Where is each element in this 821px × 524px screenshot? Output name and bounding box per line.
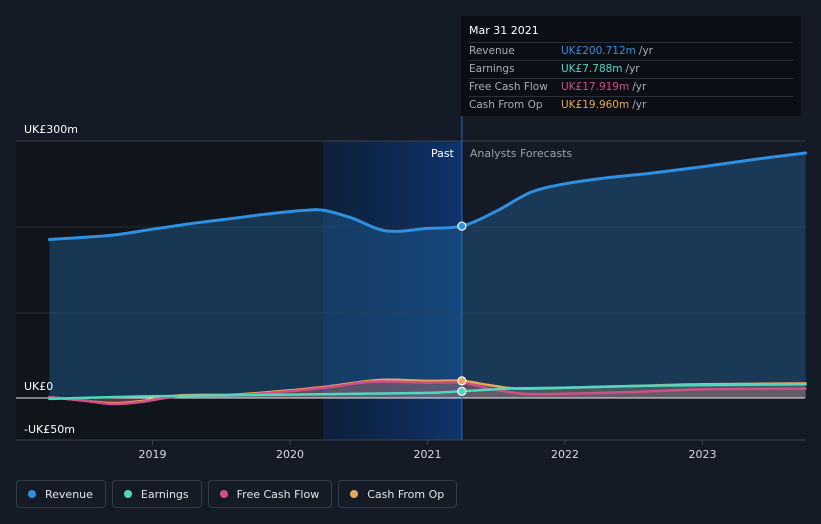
y-axis-top-label: UK£300m (24, 123, 78, 136)
x-tick-label: 2023 (689, 448, 717, 461)
revenue-area (49, 153, 806, 398)
legend-dot-icon (123, 490, 132, 498)
past-label: Past (431, 147, 455, 160)
data-tooltip: Mar 31 2021 Revenue UK£200.712m/yr Earning… (461, 16, 801, 116)
tooltip-row-value: UK£7.788m (561, 63, 623, 75)
x-tick-label: 2019 (139, 448, 167, 461)
tooltip-row-label: Cash From Op (469, 99, 543, 111)
tooltip-row-unit: /yr (638, 45, 653, 57)
legend-item-cash-from-op[interactable]: Cash From Op (338, 480, 458, 508)
legend-item-earnings[interactable]: Earnings (111, 480, 202, 508)
cash-from-op-area (49, 379, 806, 404)
legend-item-label: Cash From Op (367, 487, 445, 501)
legend-item-free-cash-flow[interactable]: Free Cash Flow (207, 480, 333, 508)
revenue-line (47, 151, 808, 241)
tooltip-row-label: Revenue (469, 45, 515, 57)
y-axis-zero-label: UK£0 (24, 380, 53, 393)
legend-dot-icon (28, 490, 36, 498)
legend-dot-icon (219, 490, 228, 498)
x-tick-label: 2021 (414, 448, 442, 461)
earnings-line (48, 383, 807, 401)
legend-item-revenue[interactable]: Revenue (16, 480, 106, 508)
tooltip-row-value: UK£19.960m (561, 99, 630, 111)
tooltip-row: Cash From Op UK£19.960m/yr (469, 97, 793, 114)
legend-dot-icon (350, 490, 359, 498)
free-cash-flow-line (48, 380, 807, 406)
tooltip-row: Revenue UK£200.712m/yr (469, 43, 793, 61)
earnings-marker (457, 386, 467, 396)
past-highlight-band (323, 141, 462, 440)
chart-legend: Revenue Earnings Free Cash Flow Cash From O… (16, 480, 458, 508)
legend-item-label: Revenue (45, 487, 93, 501)
tooltip-row-value: UK£200.712m (561, 45, 636, 57)
tooltip-row-value: UK£17.919m (561, 81, 630, 93)
x-tick-label: 2022 (551, 448, 579, 461)
revenue-marker (457, 221, 467, 231)
x-tick-label: 2020 (276, 448, 304, 461)
tooltip-row: Earnings UK£7.788m/yr (469, 61, 793, 79)
tooltip-row-unit: /yr (632, 81, 647, 93)
tooltip-row-unit: /yr (625, 63, 640, 75)
y-axis-bottom-label: -UK£50m (24, 423, 75, 436)
tooltip-row: Free Cash Flow UK£17.919m/yr (469, 79, 793, 97)
forecast-label: Analysts Forecasts (470, 147, 573, 160)
tooltip-date: Mar 31 2021 (469, 24, 793, 43)
tooltip-row-unit: /yr (632, 99, 647, 111)
cash-from-op-marker (457, 376, 467, 386)
tooltip-row-label: Free Cash Flow (469, 81, 548, 93)
legend-item-label: Free Cash Flow (236, 487, 320, 501)
legend-item-label: Earnings (140, 487, 189, 501)
tooltip-row-label: Earnings (469, 63, 515, 75)
